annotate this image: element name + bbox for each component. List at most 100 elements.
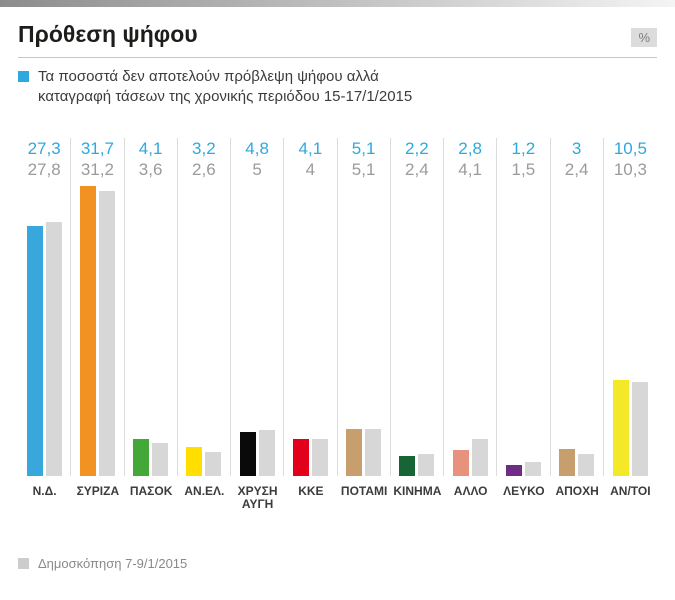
category-label: ΚΚΕ [298,484,324,498]
value-label-current: 2,2 [405,139,429,158]
legend: Τα ποσοστά δεν αποτελούν πρόβλεψη ψήφου … [18,67,412,107]
value-label-previous: 10,3 [613,160,647,179]
bar-current [79,186,96,476]
bar-current [26,226,43,476]
bar-current [452,450,469,476]
bar-chart: 27,3 27,8 Ν.Δ. 31,7 31,2 ΣΥΡΙΖΑ 4,1 3,6 ΠΑΣΟΚ 3,2… [18,138,657,511]
legend-text: Τα ποσοστά δεν αποτελούν πρόβλεψη ψήφου … [38,67,412,107]
chart-group-top: 4,1 3,6 [125,138,178,476]
bar-current [346,429,363,476]
bar-previous [98,190,115,476]
bar-pair [338,186,390,476]
chart-group: 3,2 2,6 ΑΝ.ΕΛ. [178,138,231,511]
bar-current [505,465,522,476]
category-label: ΧΡΥΣΗ ΑΥΓΗ [237,484,278,511]
bar-previous [471,438,488,476]
chart-group-top: 10,5 10,3 [604,138,657,476]
footer: Δημοσκόπηση 7-9/1/2015 [18,556,187,571]
value-label-previous: 2,6 [192,160,216,179]
bar-previous [205,452,222,476]
chart-group-top: 2,2 2,4 [391,138,444,476]
percent-badge: % [631,28,657,47]
value-label-previous: 4,1 [458,160,482,179]
value-label-previous: 3,6 [138,160,163,179]
chart-group-top: 2,8 4,1 [444,138,498,476]
title-divider [18,57,657,58]
chart-group: 4,1 4 ΚΚΕ [284,138,338,511]
top-gradient-strip [0,0,675,7]
category-label: ΑΠΟΧΗ [555,484,599,498]
page-title: Πρόθεση ψήφου [18,21,198,47]
category-label: Ν.Δ. [32,484,57,498]
value-label-previous: 31,2 [80,160,114,179]
category-label: ΑΛΛΟ [453,484,488,498]
chart-group: 3 2,4 ΑΠΟΧΗ [551,138,604,511]
bar-previous [258,430,275,476]
bar-pair [391,186,443,476]
bar-previous [152,443,169,476]
chart-group-top: 4,8 5 [231,138,285,476]
bar-current [239,432,256,476]
bar-pair [71,186,123,476]
bar-pair [178,186,230,476]
chart-group: 4,8 5 ΧΡΥΣΗ ΑΥΓΗ [231,138,285,511]
chart-group: 10,5 10,3 ΑΝ/ΤΟΙ [604,138,657,511]
bar-current [186,446,203,476]
value-label-current: 4,8 [245,139,269,158]
bar-previous [418,454,435,476]
bar-pair [18,186,70,476]
chart-group-top: 3,2 2,6 [178,138,231,476]
bar-pair [604,186,657,476]
value-label-previous: 2,4 [564,160,589,179]
bar-current [559,448,576,476]
value-label-current: 10,5 [613,139,647,158]
bar-previous [578,454,595,476]
category-label: ΚΙΝΗΜΑ [393,484,442,498]
category-label: ΣΥΡΙΖΑ [76,484,120,498]
value-label-current: 1,2 [511,139,536,158]
chart-group: 31,7 31,2 ΣΥΡΙΖΑ [71,138,125,511]
chart-group-top: 31,7 31,2 [71,138,125,476]
bar-pair [284,186,336,476]
bar-current [133,438,150,476]
value-label-current: 3 [571,139,582,158]
chart-group: 5,1 5,1 ΠΟΤΑΜΙ [338,138,391,511]
value-label-current: 3,2 [192,139,216,158]
chart-group: 2,2 2,4 ΚΙΝΗΜΑ [391,138,444,511]
footer-text: Δημοσκόπηση 7-9/1/2015 [38,556,188,571]
chart-group: 1,2 1,5 ΛΕΥΚΟ [497,138,551,511]
value-label-previous: 2,4 [405,160,429,179]
value-label-current: 2,8 [458,139,482,158]
bar-pair [125,186,177,476]
chart-group: 4,1 3,6 ΠΑΣΟΚ [125,138,178,511]
bar-current [399,455,416,476]
value-label-current: 4,1 [298,139,323,158]
value-label-previous: 27,8 [27,160,61,179]
chart-group: 27,3 27,8 Ν.Δ. [18,138,72,511]
legend-marker-square [18,71,29,82]
value-label-previous: 5,1 [351,160,376,179]
category-label: ΑΝ/ΤΟΙ [610,484,651,498]
bar-pair [551,186,603,476]
legend-text-line2: καταγραφή τάσεων της χρονικής περιόδου 1… [38,88,413,105]
bar-previous [45,221,62,476]
bar-current [292,438,309,476]
chart-group-top: 1,2 1,5 [497,138,551,476]
chart-group-top: 4,1 4 [284,138,338,476]
chart-group-top: 5,1 5,1 [338,138,391,476]
value-label-previous: 4 [305,160,316,179]
chart-group-top: 27,3 27,8 [18,138,72,476]
bar-pair [231,186,283,476]
chart-group: 2,8 4,1 ΑΛΛΟ [444,138,498,511]
chart-group-top: 3 2,4 [551,138,604,476]
value-label-current: 5,1 [351,139,376,158]
bar-previous [631,381,648,476]
value-label-current: 31,7 [80,139,114,158]
category-label: ΛΕΥΚΟ [503,484,545,498]
bar-previous [524,462,541,476]
bar-previous [311,439,328,476]
bar-pair [444,186,496,476]
category-label: ΑΝ.ΕΛ. [184,484,225,498]
value-label-current: 27,3 [27,139,61,158]
